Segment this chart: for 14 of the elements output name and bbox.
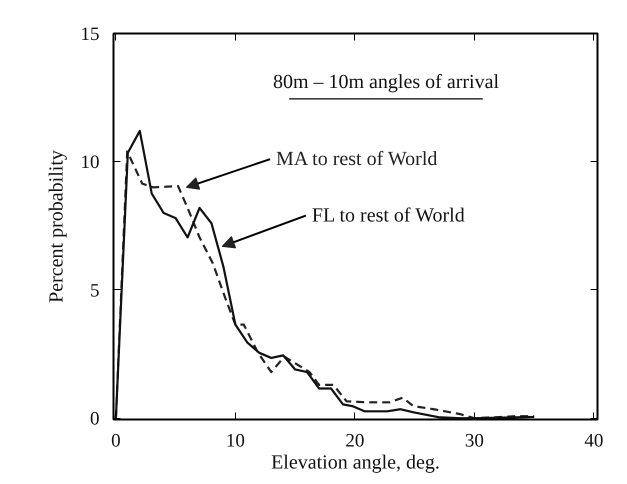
x-tick-label: 20 bbox=[345, 430, 364, 452]
x-tick-label: 0 bbox=[111, 430, 121, 452]
y-axis-title: Percent probability bbox=[46, 150, 68, 303]
x-axis-title: Elevation angle, deg. bbox=[271, 452, 440, 474]
x-tick-label: 30 bbox=[464, 430, 484, 452]
y-tick-label: 0 bbox=[90, 408, 100, 430]
x-tick-label: 40 bbox=[584, 430, 604, 452]
y-tick-label: 15 bbox=[80, 24, 100, 45]
y-tick-label: 10 bbox=[80, 152, 100, 174]
text: 80m – 10m angles of arrival bbox=[272, 71, 500, 94]
text: MA to rest of World bbox=[276, 148, 438, 170]
x-tick-label: 10 bbox=[226, 430, 245, 452]
text: FL to rest of World bbox=[312, 204, 465, 227]
y-tick-label: 5 bbox=[90, 280, 100, 302]
